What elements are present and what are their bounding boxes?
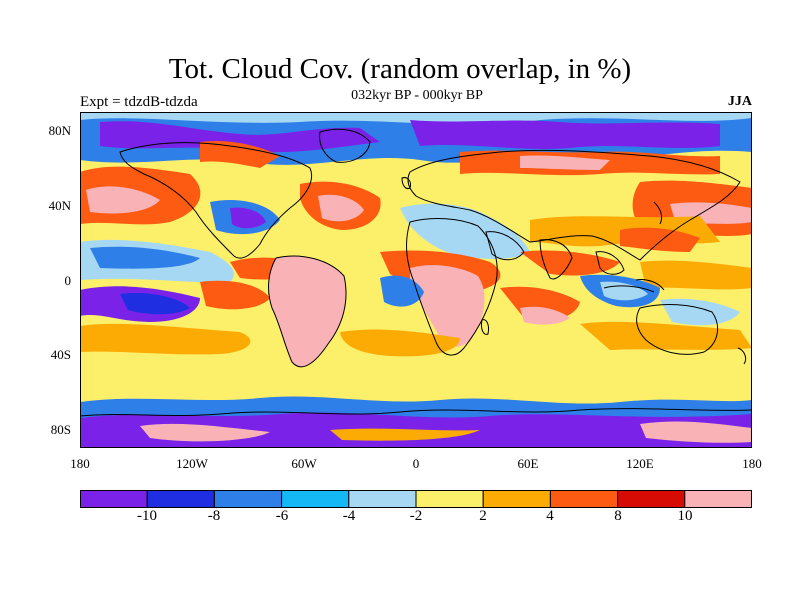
lon-tick-label: 180 xyxy=(742,456,762,471)
lat-tick-label: 40N xyxy=(48,198,71,213)
map-frame xyxy=(80,112,752,448)
lat-tick-label: 0 xyxy=(64,273,72,288)
lat-tick-label: 40S xyxy=(50,347,71,362)
colorbar-label: -8 xyxy=(207,508,221,524)
coastlines xyxy=(80,128,752,417)
lon-tick-label: 60E xyxy=(517,456,539,471)
lon-tick-label: 120E xyxy=(626,456,654,471)
map-subtitle: 032kyr BP - 000kyr BP xyxy=(351,88,483,103)
colorbar-box xyxy=(684,490,752,508)
lon-tick-label: 60W xyxy=(291,456,317,471)
colorbar-box xyxy=(281,490,350,508)
colorbar-label: -2 xyxy=(409,508,423,524)
anomaly-field xyxy=(80,112,752,448)
map-title: Tot. Cloud Cov. (random overlap, in %) xyxy=(168,53,632,85)
colorbar xyxy=(80,490,752,508)
colorbar-box xyxy=(80,490,148,508)
lon-tick-label: 0 xyxy=(412,456,420,471)
colorbar-box xyxy=(415,490,484,508)
colorbar-box xyxy=(617,490,686,508)
colorbar-box xyxy=(146,490,215,508)
colorbar-label: -4 xyxy=(342,508,356,524)
colorbar-label: 8 xyxy=(614,508,622,524)
colorbar-box xyxy=(549,490,619,508)
lat-tick-label: 80S xyxy=(50,422,71,437)
lat-tick-label: 80N xyxy=(48,123,71,138)
colorbar-label: -10 xyxy=(137,508,157,524)
colorbar-box xyxy=(213,490,283,508)
season-label: JJA xyxy=(727,94,752,109)
colorbar-box xyxy=(348,490,417,508)
lon-tick-label: 120W xyxy=(176,456,208,471)
lon-tick-label: 180 xyxy=(70,456,90,471)
colorbar-label: 10 xyxy=(677,508,693,524)
colorbar-label: 2 xyxy=(479,508,487,524)
colorbar-label: -6 xyxy=(275,508,289,524)
colorbar-label: 4 xyxy=(546,508,554,524)
experiment-label: Expt = tdzdB-tdzda xyxy=(80,94,198,110)
colorbar-box xyxy=(482,490,551,508)
cloud-cover-map xyxy=(80,112,752,448)
